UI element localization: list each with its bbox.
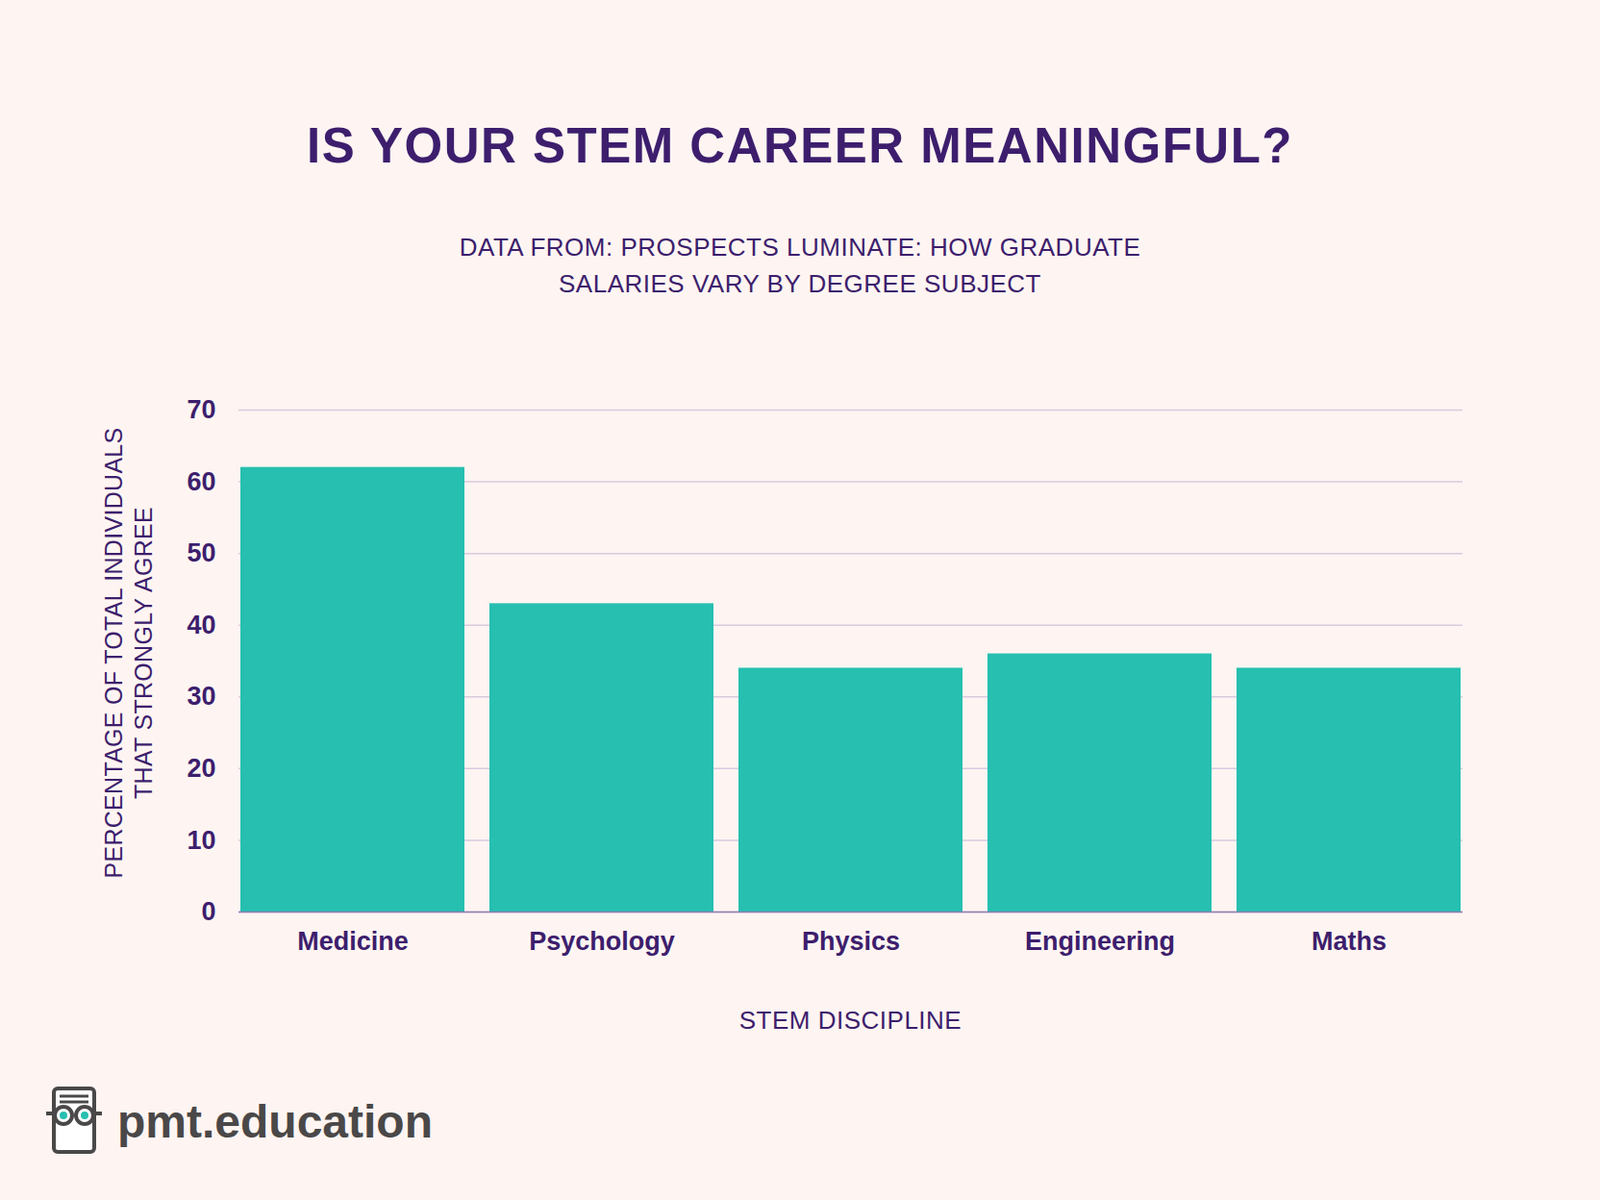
- svg-text:Physics: Physics: [801, 926, 900, 956]
- svg-text:40: 40: [186, 610, 216, 640]
- svg-text:0: 0: [200, 897, 216, 926]
- html-text:PERCENTAGE OF TOTAL INDIVIDUAL: PERCENTAGE OF TOTAL INDIVIDUALS: [100, 427, 127, 879]
- html-text:STEM DISCIPLINE: STEM DISCIPLINE: [739, 1005, 962, 1035]
- html-text:DATA FROM: PROSPECTS LUMINATE:: DATA FROM: PROSPECTS LUMINATE: HOW GRADU…: [459, 232, 1141, 262]
- html-text:IS YOUR STEM CAREER MEANINGFUL: IS YOUR STEM CAREER MEANINGFUL?: [306, 118, 1294, 174]
- svg-text:Engineering: Engineering: [1025, 926, 1175, 956]
- svg-text:20: 20: [186, 753, 216, 783]
- svg-text:Maths: Maths: [1311, 926, 1387, 956]
- html-text:SALARIES VARY BY DEGREE SUBJEC: SALARIES VARY BY DEGREE SUBJECT: [558, 269, 1042, 299]
- svg-text:70: 70: [186, 395, 216, 425]
- svg-text:Medicine: Medicine: [297, 926, 409, 956]
- svg-text:60: 60: [186, 467, 216, 497]
- svg-text:50: 50: [186, 538, 216, 568]
- html-text:THAT STRONGLY AGREE: THAT STRONGLY AGREE: [129, 506, 157, 800]
- svg-text:10: 10: [186, 825, 216, 855]
- svg-text:Psychology: Psychology: [528, 926, 675, 956]
- html-text:pmt.education: pmt.education: [117, 1095, 433, 1147]
- svg-text:30: 30: [186, 681, 216, 711]
